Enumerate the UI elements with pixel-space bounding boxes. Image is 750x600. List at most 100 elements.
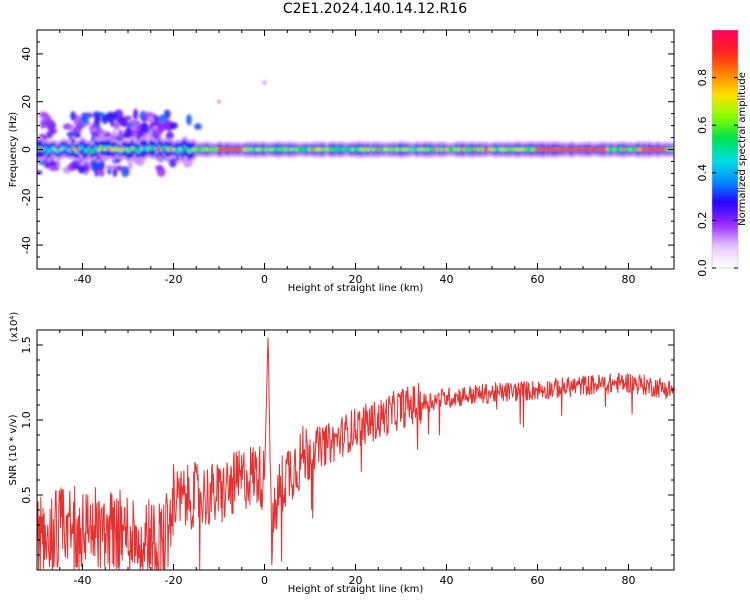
band-core xyxy=(451,147,455,152)
band-peak xyxy=(522,148,526,151)
p2-xtick-label: 80 xyxy=(622,574,636,587)
band-peak xyxy=(545,147,549,152)
colorbar-tick-label: 0.4 xyxy=(696,164,709,182)
band-peak xyxy=(504,148,508,151)
band-core xyxy=(158,145,162,150)
band-core xyxy=(194,147,198,152)
p2-ytick-label: 1.0 xyxy=(20,411,33,429)
band-core xyxy=(260,147,264,152)
band-core xyxy=(267,147,271,152)
band-core xyxy=(196,147,201,152)
band-core xyxy=(333,147,337,152)
band-core xyxy=(55,148,60,154)
band-core xyxy=(533,147,537,152)
band-core xyxy=(328,147,333,152)
band-core xyxy=(481,147,485,152)
band-core xyxy=(201,147,205,152)
band-core xyxy=(128,148,132,153)
band-core xyxy=(160,147,164,153)
p2-ytick-label: 1.5 xyxy=(20,336,33,354)
p1-ytick-label: -40 xyxy=(20,236,33,254)
spectral-blob xyxy=(43,117,53,127)
band-core xyxy=(137,149,141,154)
spectral-blob xyxy=(111,111,118,121)
band-peak xyxy=(519,148,524,151)
band-peak xyxy=(647,147,651,152)
spectral-blob xyxy=(118,129,123,138)
colorbar-tick-label: 0.2 xyxy=(696,212,709,230)
spectral-blob xyxy=(38,111,48,118)
p1-ytick-label: -20 xyxy=(20,188,33,206)
band-core xyxy=(665,147,669,152)
band-core xyxy=(510,147,515,152)
p1-xtick-label: -20 xyxy=(165,273,183,286)
band-peak xyxy=(640,147,644,152)
band-core xyxy=(326,147,330,152)
band-peak xyxy=(265,148,269,151)
spectrogram-band xyxy=(37,80,674,178)
band-peak xyxy=(642,147,647,152)
band-core xyxy=(633,147,637,152)
spectral-blob xyxy=(262,80,267,85)
band-core xyxy=(435,147,439,152)
band-peak xyxy=(572,147,576,152)
band-core xyxy=(94,145,98,151)
band-core xyxy=(344,147,348,152)
band-core xyxy=(497,147,501,152)
band-peak xyxy=(645,147,649,152)
band-peak xyxy=(69,147,73,152)
band-core xyxy=(71,145,75,150)
band-core xyxy=(406,147,410,152)
band-peak xyxy=(590,147,594,152)
band-peak xyxy=(269,148,273,151)
band-core xyxy=(308,147,312,152)
spectral-blob xyxy=(157,123,162,128)
band-core xyxy=(356,147,360,152)
p2-xtick-label: -20 xyxy=(165,574,183,587)
band-peak xyxy=(476,148,480,151)
band-peak xyxy=(310,147,314,152)
p2-xtick-label: 60 xyxy=(531,574,545,587)
band-core xyxy=(96,148,101,153)
band-peak xyxy=(622,147,626,152)
spectral-blob xyxy=(70,111,77,121)
spectral-blob xyxy=(137,129,145,137)
spectral-blob xyxy=(73,125,82,134)
band-peak xyxy=(60,148,64,151)
spectral-blob xyxy=(98,169,105,177)
band-peak xyxy=(319,148,323,151)
band-peak xyxy=(599,147,603,152)
band-core xyxy=(144,145,148,151)
snr-series-line xyxy=(37,337,674,570)
band-core xyxy=(262,147,267,152)
band-core xyxy=(203,147,207,152)
band-core xyxy=(365,147,369,152)
band-peak xyxy=(192,148,196,151)
band-peak xyxy=(604,147,608,152)
colorbar-tick-label: 0.8 xyxy=(696,69,709,87)
band-core xyxy=(337,147,342,152)
band-core xyxy=(342,147,346,152)
colorbar-label: Normalized spectral amplitude xyxy=(737,72,748,226)
band-core xyxy=(183,145,187,150)
band-core xyxy=(390,147,394,152)
p1-ticks xyxy=(36,30,675,269)
band-peak xyxy=(547,147,551,152)
band-peak xyxy=(585,147,590,152)
band-core xyxy=(253,147,257,152)
band-core xyxy=(130,146,135,151)
band-peak xyxy=(663,147,667,152)
band-core xyxy=(215,147,219,152)
band-core xyxy=(297,147,301,152)
band-peak xyxy=(99,148,103,151)
band-core xyxy=(292,147,296,152)
band-core xyxy=(208,147,212,152)
spectral-blob xyxy=(121,166,130,177)
spectral-blob xyxy=(88,127,98,132)
spectral-blob xyxy=(163,122,173,127)
spectral-blob xyxy=(194,123,202,130)
band-core xyxy=(410,147,414,152)
band-peak xyxy=(403,148,408,151)
band-peak xyxy=(217,147,221,152)
band-core xyxy=(187,148,192,154)
